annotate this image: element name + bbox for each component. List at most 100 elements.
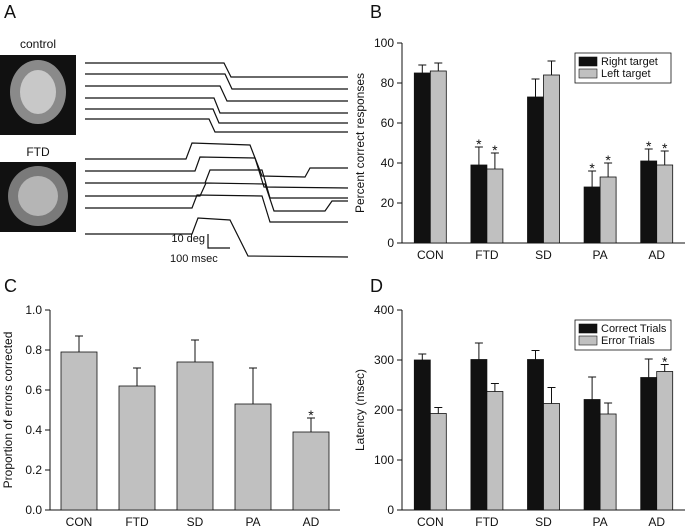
significance-marker: * [589,160,595,176]
y-tick-label: 0 [387,236,394,250]
bar [118,385,156,511]
trace [85,73,348,90]
y-tick-label: 0.4 [25,423,42,437]
bar [599,413,617,511]
bar [640,377,658,511]
y-tick-label: 100 [374,36,394,50]
panel-letter: D [370,276,383,296]
y-tick-label: 20 [381,196,395,210]
y-tick-label: 0 [387,503,394,517]
significance-marker: * [662,140,668,156]
trace [85,97,348,114]
bar [429,70,447,244]
panel-letter: B [370,2,382,22]
bar [413,359,431,511]
y-axis-label: Proportion of errors corrected [1,332,15,489]
panel-letter: C [4,276,17,296]
significance-marker: * [308,407,314,423]
y-tick-label: 0.8 [25,343,42,357]
y-tick-label: 200 [374,403,394,417]
bar [656,371,674,511]
bar [583,186,601,244]
bar [429,413,447,511]
y-tick-label: 40 [381,156,395,170]
bar [656,164,674,244]
x-tick-label: FTD [475,248,499,262]
legend-label: Correct Trials [601,323,667,335]
x-tick-label: FTD [125,515,149,527]
bar [527,359,544,511]
trace [85,85,348,102]
bar [640,160,658,244]
trace [85,118,348,133]
y-tick-label: 0.0 [25,503,42,517]
bar [583,399,601,511]
legend-label: Right target [601,56,658,68]
bar [60,351,98,511]
y-tick-label: 300 [374,353,394,367]
y-tick-label: 400 [374,303,394,317]
legend-label: Left target [601,68,651,80]
legend-swatch [578,56,598,67]
bar [413,72,431,244]
trace [85,62,348,78]
y-tick-label: 0.2 [25,463,42,477]
x-tick-label: AD [648,515,665,527]
legend-label: Error Trials [601,335,655,347]
legend-swatch [578,323,598,334]
bar [543,403,560,511]
significance-marker: * [605,152,611,168]
image-label: control [20,37,56,51]
bar [486,168,504,244]
bar [470,359,488,511]
y-tick-label: 1.0 [25,303,42,317]
scale-bar [207,234,230,249]
scale-label: 100 msec [170,253,218,265]
y-tick-label: 80 [381,76,395,90]
trace [85,156,349,189]
significance-marker: * [492,142,498,158]
x-tick-label: AD [303,515,320,527]
image-label: FTD [26,145,50,159]
bar [176,361,214,511]
bar [527,96,544,244]
x-tick-label: CON [417,248,444,262]
bar [234,403,272,511]
trace [85,142,348,178]
panel-letter: A [4,2,16,22]
trace [85,108,348,124]
mri-brain [20,70,56,114]
x-tick-label: SD [535,515,552,527]
significance-marker: * [646,138,652,154]
x-tick-label: PA [593,515,608,527]
bar [543,74,560,244]
mri-brain [18,176,58,216]
x-tick-label: PA [593,248,608,262]
trace [85,194,348,223]
x-tick-label: PA [245,515,260,527]
bar [470,164,488,244]
x-tick-label: FTD [475,515,499,527]
bar [599,176,617,244]
trace [85,217,349,258]
bar [292,431,330,511]
y-tick-label: 60 [381,116,395,130]
x-tick-label: SD [187,515,204,527]
y-tick-label: 0.6 [25,383,42,397]
x-tick-label: SD [535,248,552,262]
x-tick-label: CON [66,515,93,527]
trace [85,182,348,212]
y-axis-label: Percent correct responses [353,73,367,213]
scale-label: 10 deg [171,233,205,245]
y-tick-label: 100 [374,453,394,467]
eye-traces [85,62,349,258]
significance-marker: * [476,136,482,152]
y-axis-label: Latency (msec) [353,369,367,451]
x-tick-label: CON [417,515,444,527]
trace [85,169,348,199]
x-tick-label: AD [648,248,665,262]
legend-swatch [578,335,598,346]
legend-swatch [578,68,598,79]
